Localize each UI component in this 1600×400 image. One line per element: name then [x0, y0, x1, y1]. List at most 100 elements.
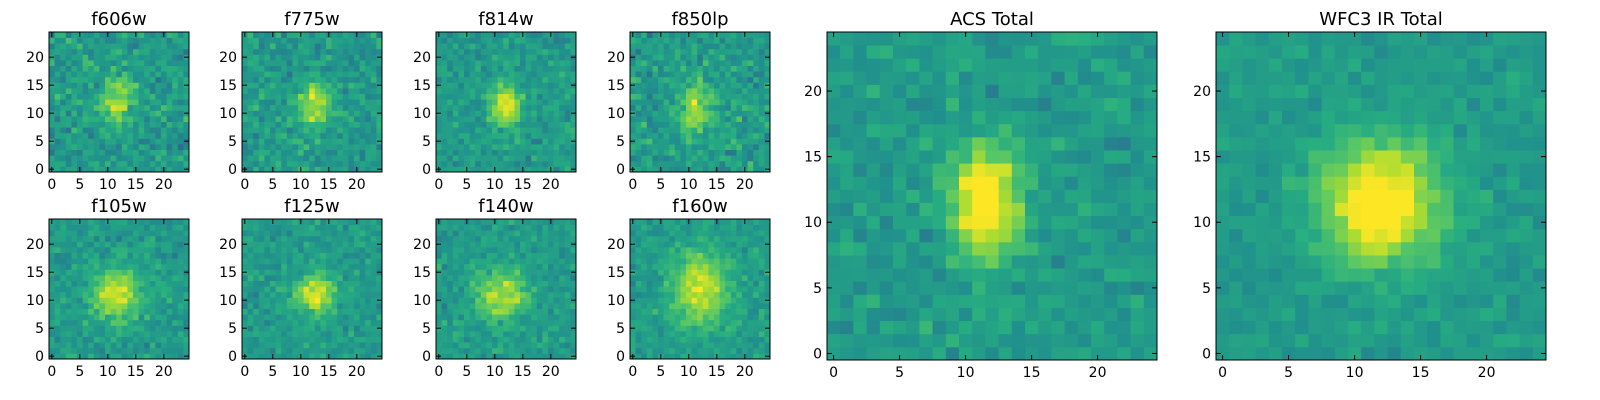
heatmap-cell: [303, 353, 310, 360]
heatmap-cell: [680, 303, 687, 309]
heatmap-cell: [133, 76, 139, 83]
heatmap-cell: [570, 65, 577, 72]
heatmap-cell: [736, 82, 743, 89]
heatmap-cell: [508, 252, 515, 259]
heatmap-cell: [719, 110, 726, 117]
heatmap-cell: [116, 241, 123, 248]
heatmap-cell: [77, 331, 83, 337]
heatmap-cell: [758, 132, 765, 139]
heatmap-cell: [342, 353, 349, 360]
heatmap-cell: [370, 347, 377, 354]
heatmap-cell: [88, 297, 95, 304]
heatmap-cell: [553, 104, 560, 111]
heatmap-cell: [714, 48, 720, 55]
heatmap-cell: [553, 224, 560, 231]
heatmap-cell: [635, 76, 642, 83]
heatmap-cell: [725, 275, 732, 281]
heatmap-cell: [525, 230, 532, 237]
heatmap-cell: [155, 127, 162, 134]
heatmap-cell: [281, 110, 288, 117]
heatmap-cell: [714, 76, 720, 83]
heatmap-cell: [314, 82, 321, 89]
heatmap-cell: [480, 99, 487, 106]
heatmap-cell: [469, 291, 476, 298]
heatmap-cell: [183, 132, 190, 139]
heatmap-cell: [342, 76, 349, 83]
heatmap-cell: [149, 303, 156, 309]
heatmap-cell: [508, 286, 515, 293]
heatmap-cell: [630, 336, 636, 343]
heatmap-cell: [93, 325, 100, 332]
heatmap-cell: [536, 99, 543, 106]
heatmap-cell: [475, 247, 482, 253]
heatmap-cell: [452, 121, 459, 128]
heatmap-cell: [314, 224, 321, 231]
heatmap-cell: [275, 342, 282, 349]
heatmap-cell: [674, 297, 681, 304]
heatmap-cell: [525, 144, 532, 150]
heatmap-cell: [570, 347, 577, 354]
heatmap-cells: [436, 32, 577, 173]
heatmap-cell: [630, 88, 636, 94]
heatmap-cell: [365, 60, 372, 66]
heatmap-cell: [320, 258, 327, 265]
heatmap-cell: [149, 258, 156, 265]
heatmap-cell: [348, 65, 355, 72]
axes-frame: [48, 31, 190, 173]
heatmap-cell: [303, 155, 310, 162]
heatmap-cell: [82, 314, 89, 321]
heatmap-cell: [166, 219, 173, 225]
heatmap-cell: [105, 269, 111, 276]
heatmap-cell: [641, 48, 648, 55]
heatmap-cell: [359, 65, 366, 72]
heatmap-cell: [309, 88, 316, 94]
heatmap-cell: [736, 303, 743, 309]
heatmap-cell: [753, 149, 760, 156]
heatmap-cell: [138, 99, 145, 106]
y-tick-label: 20: [26, 237, 44, 253]
heatmap-cell: [691, 347, 698, 354]
heatmap-cell: [730, 325, 737, 332]
heatmap-cell: [264, 160, 271, 167]
heatmap-cell: [669, 82, 676, 89]
heatmap-cell: [258, 88, 265, 94]
heatmap-cell: [60, 71, 67, 78]
heatmap-cell: [116, 65, 123, 72]
heatmap-cell: [497, 43, 504, 50]
heatmap-cell: [447, 336, 454, 343]
heatmap-cell: [536, 138, 543, 145]
heatmap-cell: [758, 43, 765, 50]
heatmap-cell: [480, 149, 487, 156]
heatmap-cell: [497, 76, 504, 83]
heatmap-cell: [542, 132, 549, 139]
heatmap-cell: [680, 144, 687, 150]
heatmap-cell: [635, 127, 642, 134]
heatmap-cell: [110, 82, 117, 89]
heatmap-cell: [652, 88, 659, 94]
heatmap-cell: [127, 342, 134, 349]
heatmap-cell: [309, 286, 316, 293]
heatmap-cell: [270, 319, 276, 326]
heatmap-cell: [492, 65, 498, 72]
heatmap-cell: [71, 308, 78, 315]
heatmap-cell: [155, 99, 162, 106]
heatmap-cell: [520, 132, 526, 139]
heatmap-cell: [452, 235, 459, 242]
heatmap-cell: [71, 286, 78, 293]
heatmap-cell: [480, 37, 487, 44]
heatmap-cell: [635, 336, 642, 343]
heatmap-cell: [548, 342, 554, 349]
heatmap-cell: [275, 116, 282, 122]
heatmap-cell: [674, 54, 681, 61]
heatmap-cell: [270, 280, 276, 287]
heatmap-cell: [452, 116, 459, 122]
heatmap-cell: [652, 54, 659, 61]
heatmap-cell: [758, 314, 765, 321]
heatmap-cell: [309, 224, 316, 231]
heatmap-cell: [138, 37, 145, 44]
heatmap-cell: [54, 336, 61, 343]
heatmap-cell: [177, 138, 184, 145]
heatmap-cell: [702, 48, 709, 55]
heatmap-cell: [348, 319, 355, 326]
heatmap-cell: [331, 48, 338, 55]
